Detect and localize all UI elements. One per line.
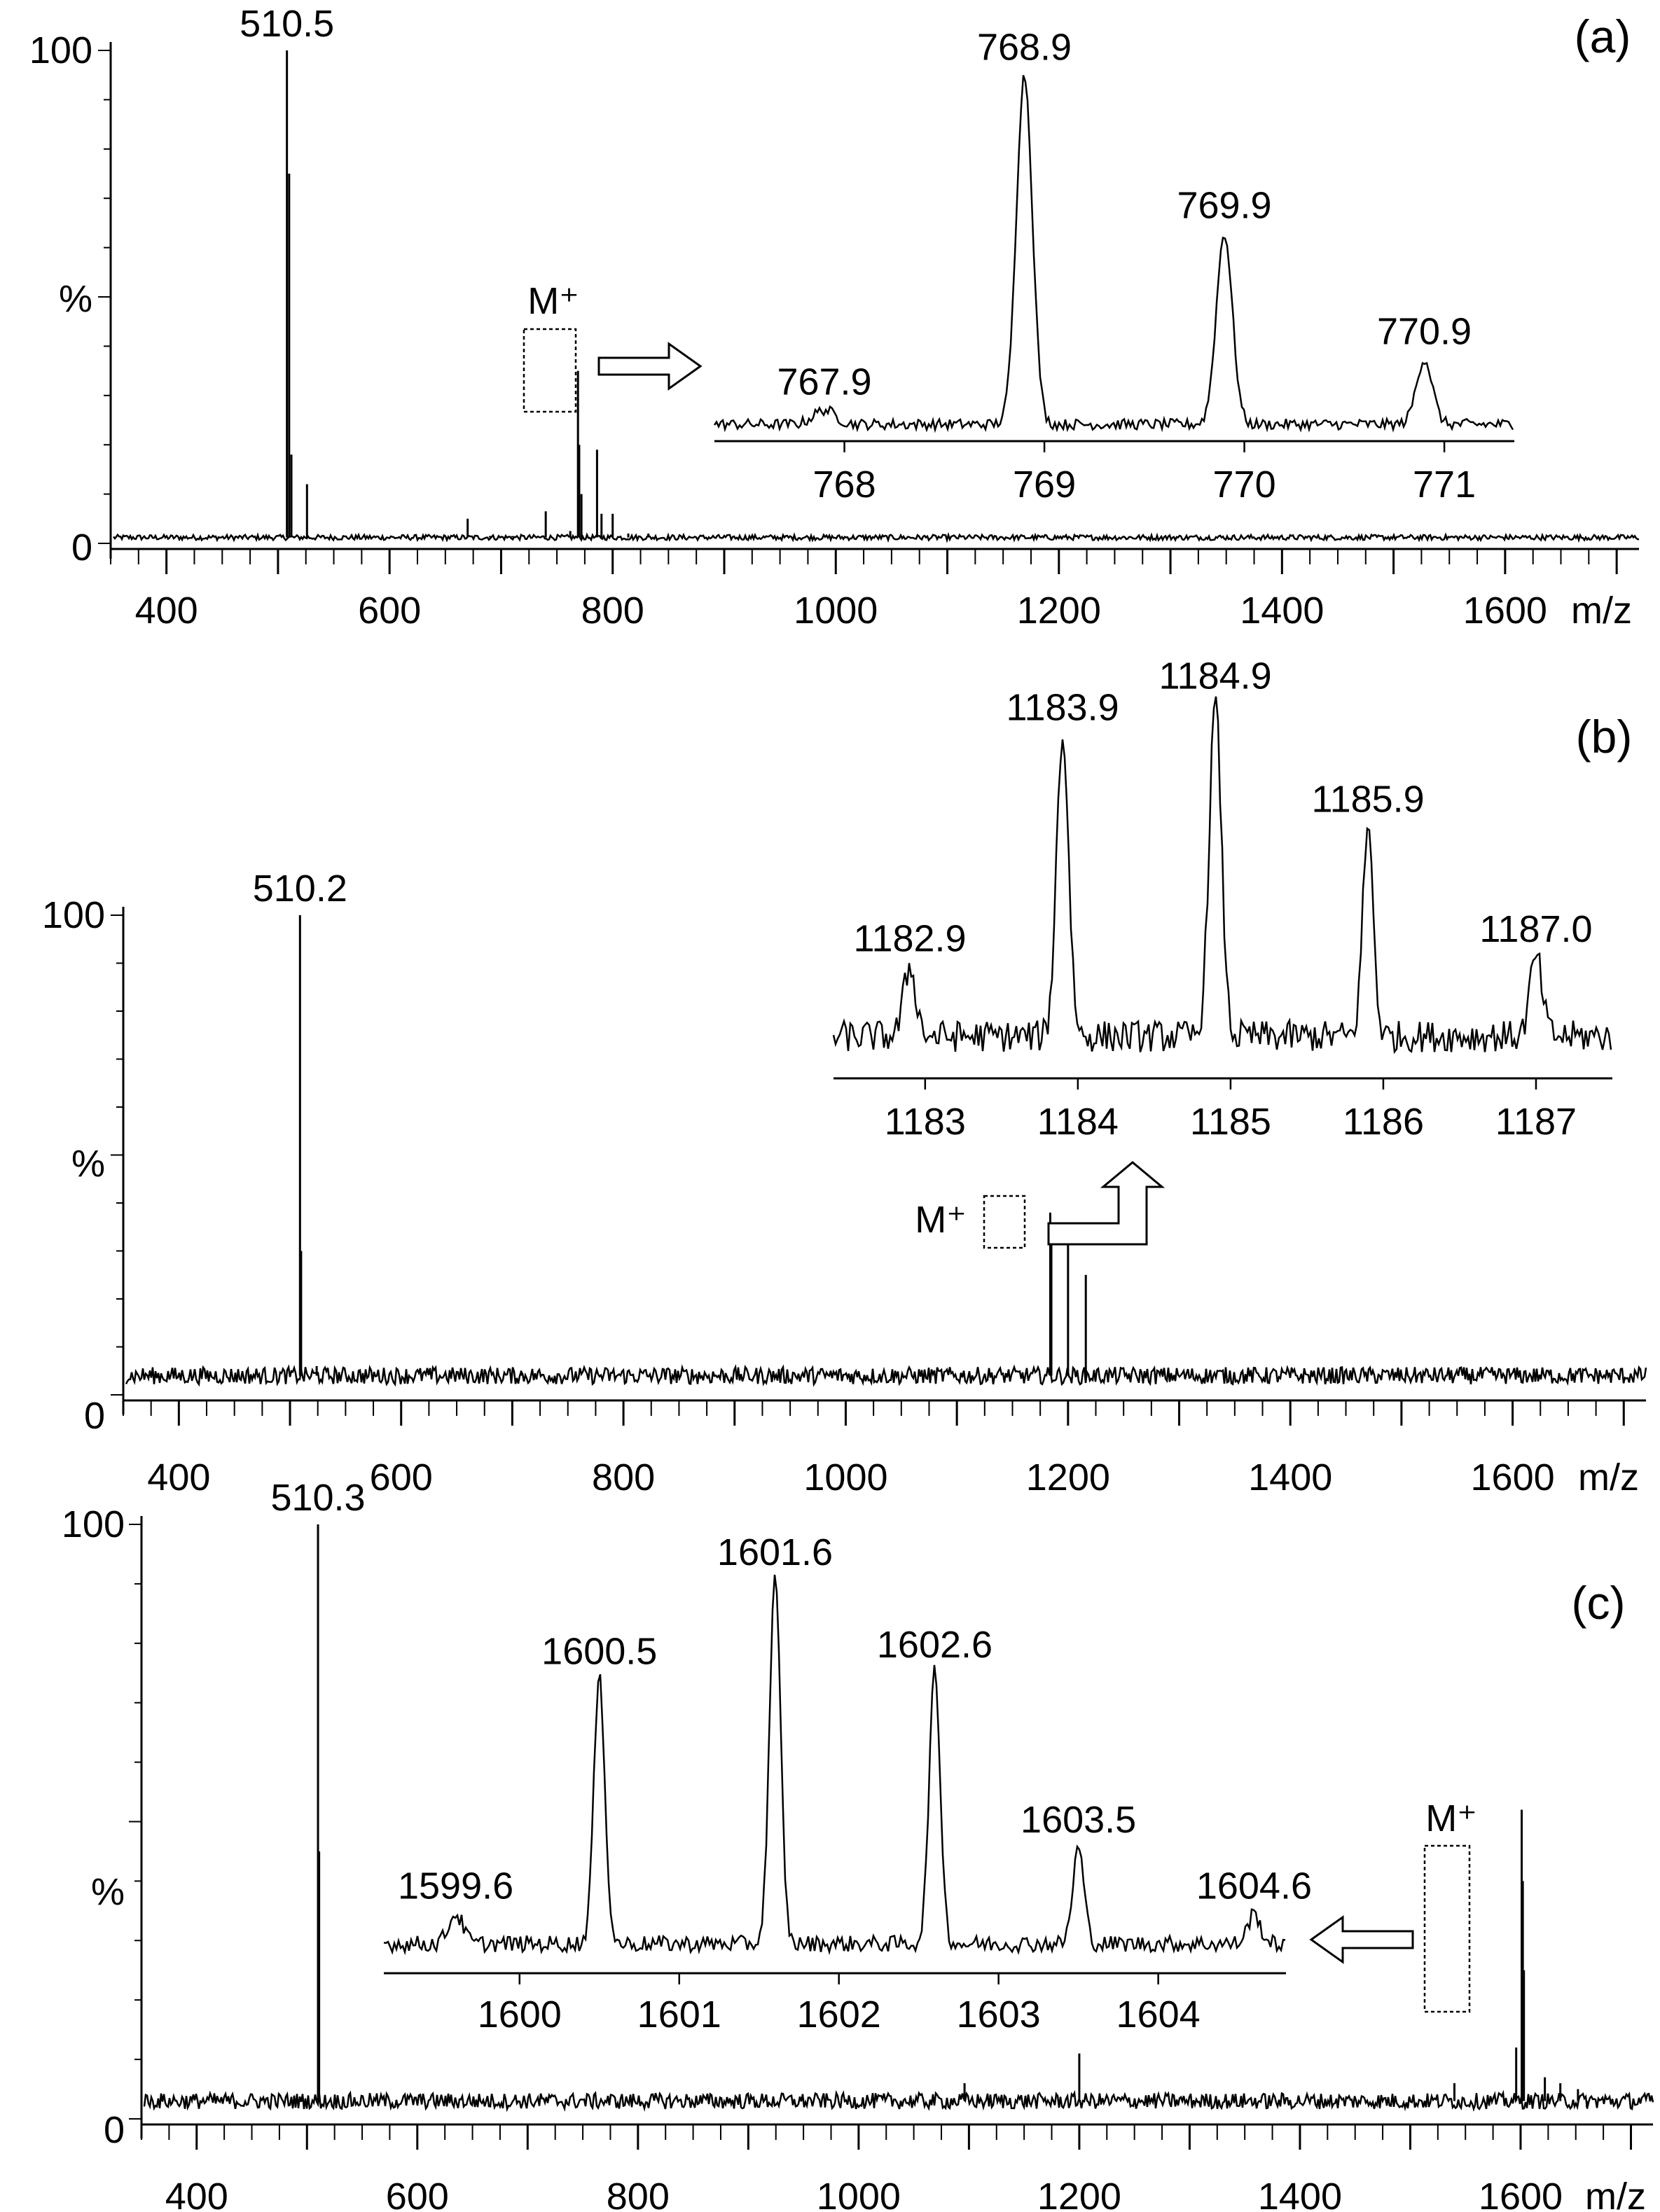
x-tick-label: 400 [147,1456,210,1498]
base-peak-label: 510.5 [240,3,334,45]
spectrum-panel-c: 100% 0 400 600 800 1000 1200 1400 1600 m/z 510.3 (c… [62,1477,1654,2212]
y-tick-label: 100 [29,29,92,71]
baseline-trace [113,531,1640,543]
inset-tick-label: 1603 [957,1994,1041,2036]
y-tick-label: % [59,278,92,320]
y-tick-label: 0 [84,1395,105,1437]
inset-peak-label: 1600.5 [541,1630,657,1672]
x-tick-label: 1200 [1037,2176,1121,2212]
inset-trace [383,1574,1286,1956]
inset-tick-label: 769 [1013,464,1076,506]
x-axis-label: m/z [1578,1456,1639,1498]
inset-peak-label: 1187.0 [1479,908,1592,950]
base-peak-label: 510.3 [270,1477,365,1519]
inset-zoom: 768 769 770 771 767.9 768.9 769.9 770.9 [713,26,1514,506]
x-tick-label: 400 [165,2176,228,2212]
inset-tick-label: 1604 [1116,1994,1201,2036]
zoom-box [523,328,577,413]
inset-tick-label: 1602 [797,1994,881,2036]
x-tick-label: 1600 [1479,2176,1563,2212]
inset-peak-label: 1601.6 [717,1531,833,1573]
x-tick-label: 1000 [817,2176,901,2212]
inset-peak-label: 1599.6 [398,1865,513,1907]
spectrum-panel-b: 100% 0 400 600 800 1000 1200 1400 1600 m/z 510.2 (b… [42,655,1647,1498]
inset-tick-label: 1187 [1495,1101,1577,1143]
zoom-box [1423,1844,1471,2013]
x-tick-label: 1600 [1463,590,1547,632]
inset-tick-label: 1186 [1343,1101,1424,1143]
inset-tick-label: 1185 [1190,1101,1271,1143]
inset-peak-label: 1603.5 [1021,1799,1136,1841]
inset-tick-label: 770 [1213,464,1276,506]
x-tick-label: 1000 [803,1456,887,1498]
inset-peak-label: 769.9 [1177,185,1271,227]
zoom-box [983,1195,1026,1249]
x-tick-label: 400 [135,590,198,632]
x-tick-label: 1200 [1017,590,1101,632]
inset-trace [832,696,1612,1055]
panel-label: (b) [1576,711,1633,763]
arrow-icon [597,342,703,391]
panel-label: (a) [1575,11,1631,62]
x-tick-label: 800 [592,1456,655,1498]
inset-zoom: 1183 1184 1185 1186 1187 1182.9 1183.9 1184.9 11… [832,655,1612,1143]
inset-peak-label: 767.9 [777,361,871,403]
inset-peak-label: 1602.6 [877,1624,992,1666]
inset-peak-label: 1604.6 [1196,1865,1312,1907]
y-tick-label: % [91,1871,125,1913]
inset-peak-label: 770.9 [1377,310,1472,352]
x-tick-label: 600 [358,590,421,632]
arrow-icon [1047,1161,1166,1246]
y-tick-label: % [71,1143,105,1185]
x-axis-label: m/z [1571,590,1632,632]
x-tick-label: 1400 [1258,2176,1342,2212]
inset-tick-label: 1600 [478,1994,562,2036]
x-tick-label: 600 [370,1456,433,1498]
x-tick-label: 800 [581,590,644,632]
x-tick-label: 1600 [1471,1456,1555,1498]
inset-peak-label: 1185.9 [1312,779,1425,821]
base-peak-label: 510.2 [253,868,347,910]
inset-peak-label: 1182.9 [853,918,966,960]
inset-peak-label: 768.9 [977,26,1072,68]
y-tick-label: 0 [71,527,92,569]
molecular-ion-label: M⁺ [1425,1797,1477,1839]
inset-tick-label: 768 [813,464,876,506]
inset-peak-label: 1183.9 [1006,687,1119,729]
baseline-trace [125,1364,1647,1387]
molecular-ion-label: M⁺ [915,1199,967,1241]
y-tick-label: 100 [42,894,105,936]
spectrum-panel-a: 100% 0 400 600 800 1000 1200 1400 1600 m/z 510.5 (a… [29,3,1640,632]
x-tick-label: 1400 [1248,1456,1332,1498]
x-tick-label: 1400 [1240,590,1324,632]
inset-tick-label: 1184 [1037,1101,1119,1143]
y-tick-label: 0 [104,2109,125,2151]
molecular-ion-label: M⁺ [527,280,579,322]
x-tick-label: 600 [386,2176,449,2212]
inset-tick-label: 1601 [637,1994,721,2036]
inset-peak-label: 1184.9 [1159,655,1272,697]
panel-label: (c) [1572,1577,1626,1629]
y-tick-label: 100 [62,1503,125,1545]
inset-tick-label: 1183 [885,1101,966,1143]
inset-trace [713,75,1514,433]
baseline-trace [143,2089,1654,2113]
x-tick-label: 1200 [1026,1456,1110,1498]
inset-zoom: 1600 1601 1602 1603 1604 1599.6 1600.5 1601.6 16… [383,1531,1312,2036]
x-tick-label: 800 [607,2176,670,2212]
x-axis-label: m/z [1585,2176,1646,2212]
inset-tick-label: 771 [1413,464,1476,506]
arrow-icon [1309,1915,1414,1964]
x-tick-label: 1000 [794,590,878,632]
